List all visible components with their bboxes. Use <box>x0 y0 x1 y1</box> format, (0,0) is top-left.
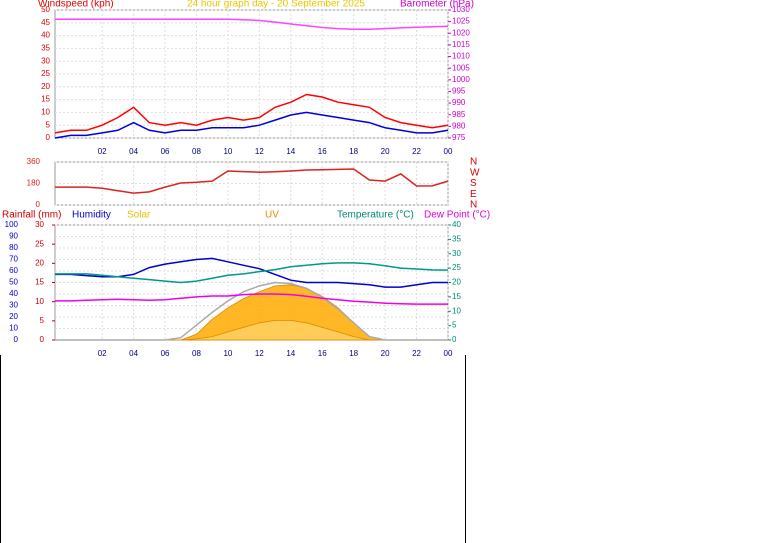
tick-label: 980 <box>452 121 466 130</box>
tick-label: 0 <box>452 335 457 344</box>
x-tick-label: 04 <box>129 147 138 156</box>
tick-label: 995 <box>452 87 466 96</box>
tick-label: 40 <box>9 289 18 298</box>
tick-label: 1010 <box>452 52 470 61</box>
chart-title: 24 hour graph day - 20 September 2025 <box>187 0 365 10</box>
x-tick-label: 12 <box>255 349 264 358</box>
tick-label: 0 <box>40 335 45 344</box>
tick-label: 1015 <box>452 40 470 49</box>
tick-label: 5 <box>40 316 45 325</box>
tick-label: 60 <box>9 266 18 275</box>
x-tick-label: 02 <box>98 349 107 358</box>
tick-label: 90 <box>9 232 18 241</box>
x-tick-label: 22 <box>412 349 421 358</box>
x-tick-label: 16 <box>318 349 327 358</box>
tick-label: 35 <box>41 44 50 53</box>
tick-label: 0 <box>46 133 51 142</box>
tick-label: 20 <box>452 278 461 287</box>
line <box>55 281 448 341</box>
x-tick-label: 20 <box>381 349 390 358</box>
line <box>54 93 449 134</box>
legend-label: Solar <box>127 210 151 221</box>
tick-label: 0 <box>14 335 19 344</box>
tick-label: 20 <box>41 82 50 91</box>
tick-label: 15 <box>41 95 50 104</box>
tick-label: 50 <box>9 278 18 287</box>
tick-label: 25 <box>41 69 50 78</box>
x-tick-label: 08 <box>192 147 201 156</box>
compass-label: N <box>470 157 477 168</box>
tick-label: 975 <box>452 133 466 142</box>
tick-label: 985 <box>452 110 466 119</box>
tick-label: 5 <box>46 120 51 129</box>
tick-label: 0 <box>36 200 41 209</box>
line <box>54 111 449 139</box>
x-tick-label: 22 <box>412 147 421 156</box>
x-tick-label: 18 <box>349 147 358 156</box>
tick-label: 10 <box>452 306 461 315</box>
tick-label: 180 <box>27 179 41 188</box>
tick-label: 40 <box>452 220 461 229</box>
tick-label: 1030 <box>452 5 470 14</box>
tick-label: 1020 <box>452 28 470 37</box>
compass-label: W <box>470 167 480 178</box>
x-tick-label: 18 <box>349 349 358 358</box>
x-tick-label: 10 <box>223 147 232 156</box>
x-tick-label: 14 <box>286 349 295 358</box>
tick-label: 50 <box>41 5 50 14</box>
tick-label: 20 <box>9 312 18 321</box>
tick-label: 1005 <box>452 63 470 72</box>
compass-label: N <box>470 200 477 211</box>
tick-label: 80 <box>9 243 18 252</box>
x-tick-label: 06 <box>161 147 170 156</box>
tick-label: 15 <box>452 292 461 301</box>
legend-label: Temperature (°C) <box>337 210 414 221</box>
x-tick-label: 00 <box>444 349 453 358</box>
tick-label: 10 <box>41 108 50 117</box>
tick-label: 30 <box>35 220 44 229</box>
x-tick-label: 12 <box>255 147 264 156</box>
tick-label: 990 <box>452 98 466 107</box>
tick-label: 5 <box>452 321 457 330</box>
legend-label: Dew Point (°C) <box>424 210 490 221</box>
tick-label: 10 <box>9 324 18 333</box>
tick-label: 40 <box>41 31 50 40</box>
line <box>55 168 449 194</box>
tick-label: 1000 <box>452 75 470 84</box>
x-tick-label: 08 <box>192 349 201 358</box>
legend-label: Humidity <box>72 210 111 221</box>
tick-label: 15 <box>35 278 44 287</box>
x-tick-label: 14 <box>286 147 295 156</box>
compass-label: E <box>470 189 477 200</box>
tick-label: 30 <box>41 56 50 65</box>
line <box>55 262 449 284</box>
tick-label: 30 <box>452 249 461 258</box>
axis-label: Windspeed (kph) <box>38 0 114 10</box>
tick-label: 10 <box>35 297 44 306</box>
tick-label: 45 <box>41 18 50 27</box>
x-tick-label: 16 <box>318 147 327 156</box>
axis-label: Rainfall (mm) <box>2 210 61 221</box>
tick-label: 25 <box>452 263 461 272</box>
legend-label: UV <box>265 210 279 221</box>
tick-label: 360 <box>27 157 41 166</box>
tick-label: 25 <box>35 239 44 248</box>
x-tick-label: 00 <box>444 147 453 156</box>
x-tick-label: 20 <box>381 147 390 156</box>
tick-label: 1025 <box>452 17 470 26</box>
line <box>55 18 449 31</box>
x-tick-label: 10 <box>223 349 232 358</box>
tick-label: 30 <box>9 301 18 310</box>
line <box>55 293 448 305</box>
tick-label: 20 <box>35 258 44 267</box>
compass-label: S <box>470 178 477 189</box>
x-tick-label: 04 <box>129 349 138 358</box>
tick-label: 35 <box>452 234 461 243</box>
axis-label: Barometer (hPa) <box>400 0 474 10</box>
tick-label: 100 <box>5 220 19 229</box>
x-tick-label: 02 <box>98 147 107 156</box>
tick-label: 70 <box>9 255 18 264</box>
x-tick-label: 06 <box>161 349 170 358</box>
